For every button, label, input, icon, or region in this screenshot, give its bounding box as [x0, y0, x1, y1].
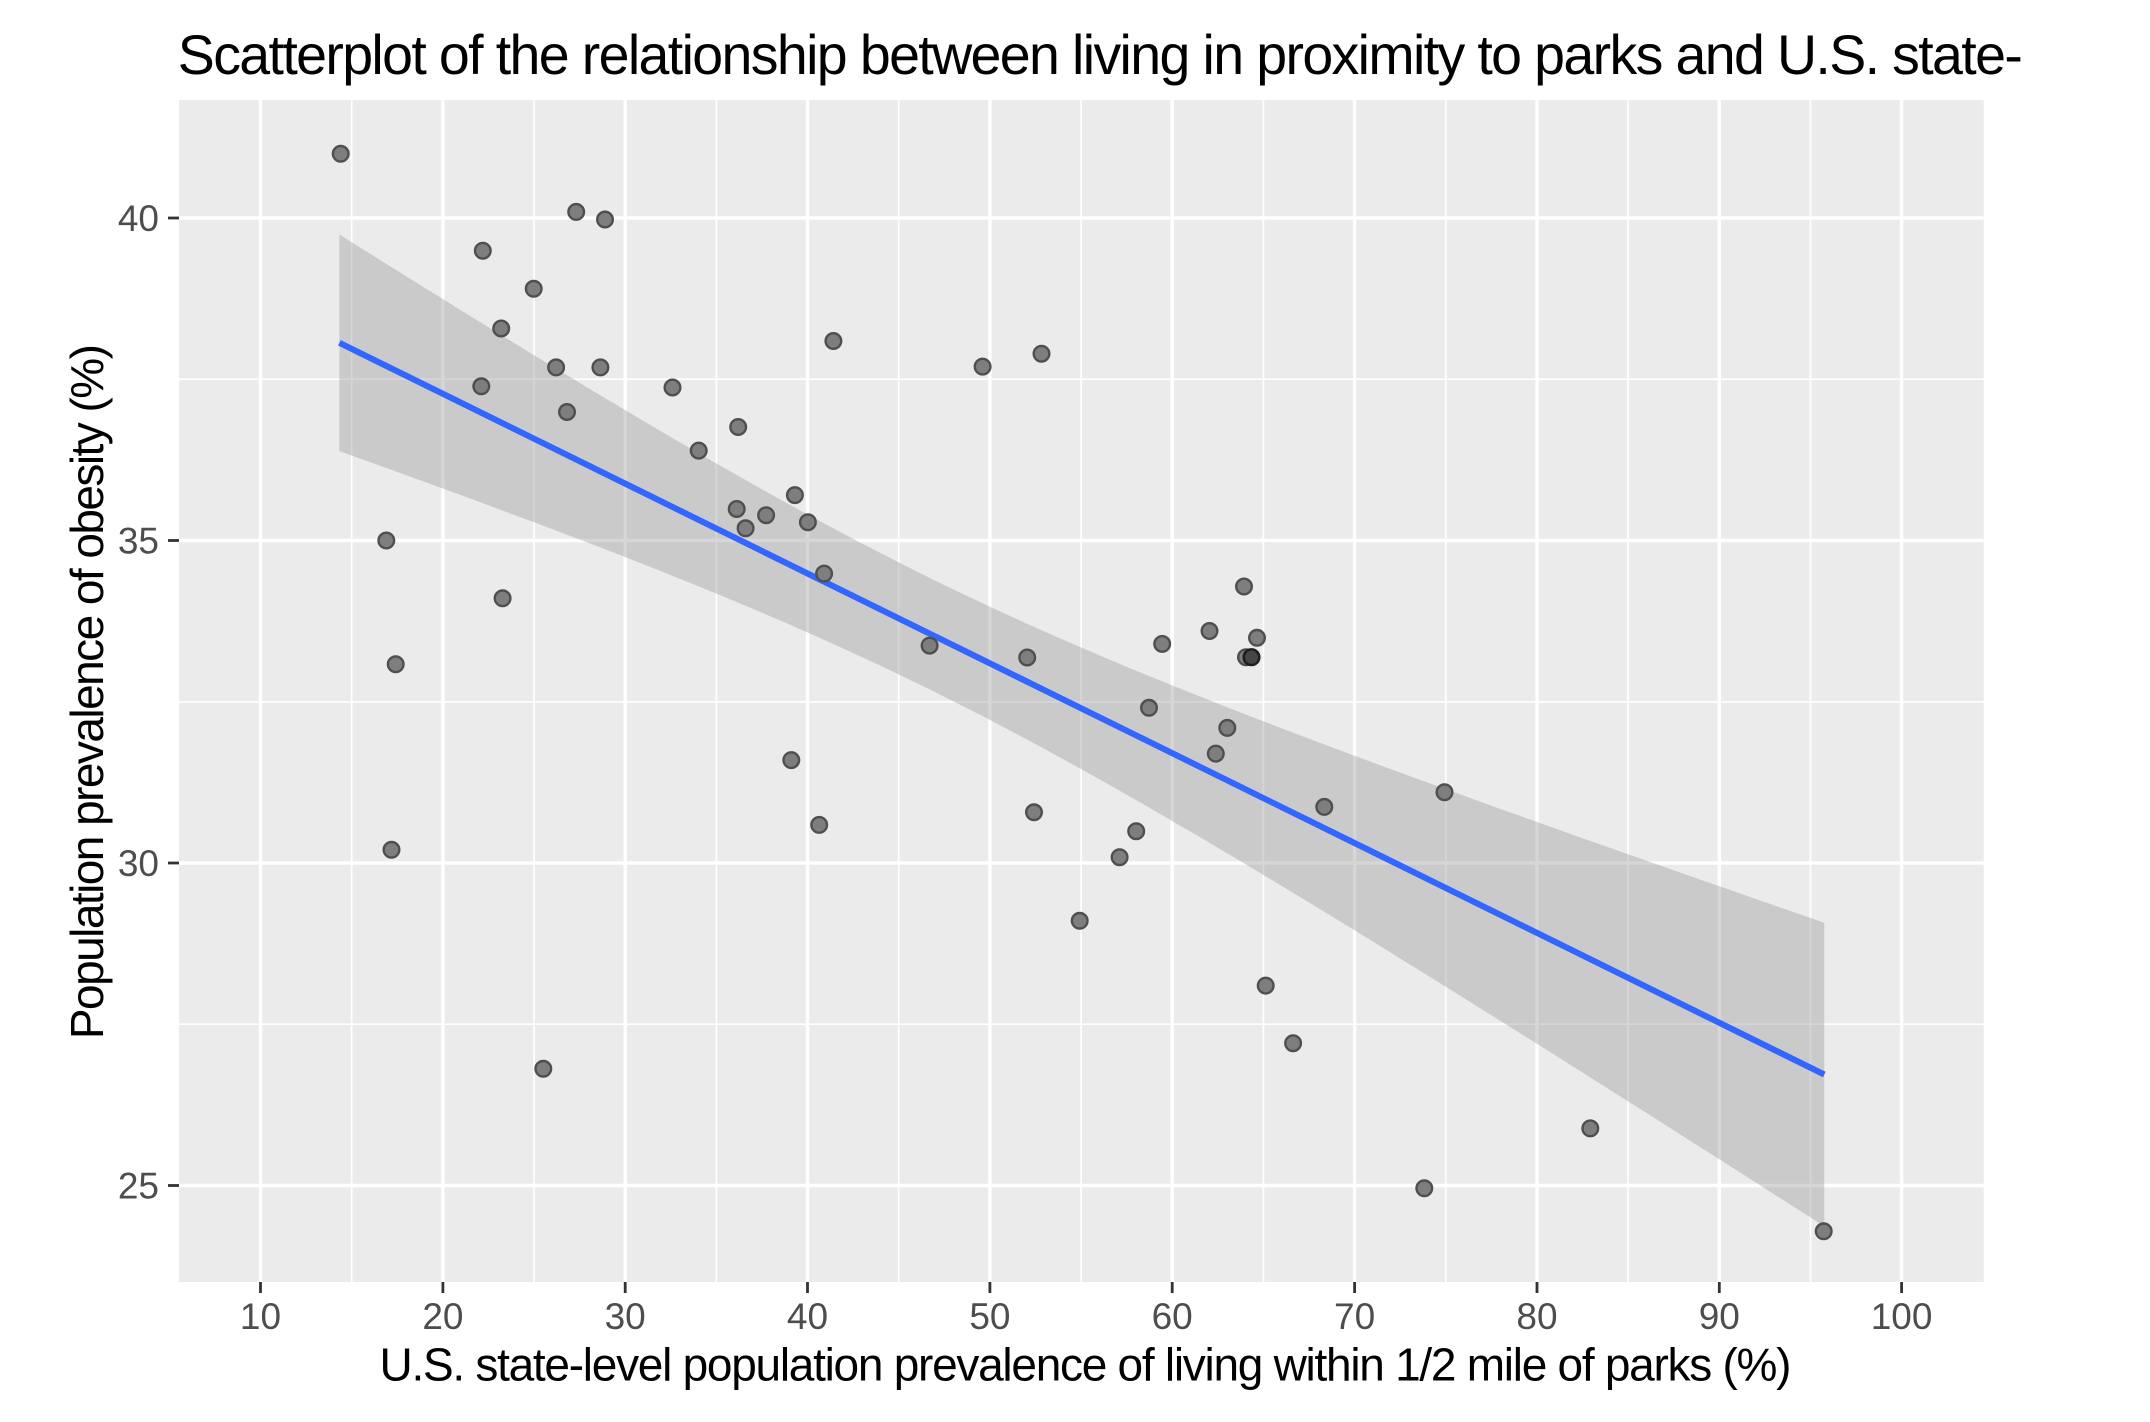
svg-text:80: 80	[1516, 1296, 1557, 1337]
svg-text:100: 100	[1871, 1296, 1933, 1337]
svg-text:50: 50	[969, 1296, 1010, 1337]
svg-text:90: 90	[1699, 1296, 1740, 1337]
svg-text:Population prevalence of obesi: Population prevalence of obesity (%)	[61, 344, 113, 1039]
svg-text:30: 30	[118, 843, 159, 884]
svg-text:20: 20	[422, 1296, 463, 1337]
svg-text:70: 70	[1334, 1296, 1375, 1337]
svg-text:30: 30	[605, 1296, 646, 1337]
svg-text:60: 60	[1152, 1296, 1193, 1337]
svg-text:40: 40	[118, 198, 159, 239]
svg-text:10: 10	[240, 1296, 281, 1337]
svg-text:25: 25	[118, 1166, 159, 1207]
svg-text:40: 40	[787, 1296, 828, 1337]
svg-text:35: 35	[118, 521, 159, 562]
svg-text:Scatterplot of the relationshi: Scatterplot of the relationship between …	[178, 24, 2023, 86]
svg-text:U.S. state-level population pr: U.S. state-level population prevalence o…	[380, 1339, 1792, 1391]
